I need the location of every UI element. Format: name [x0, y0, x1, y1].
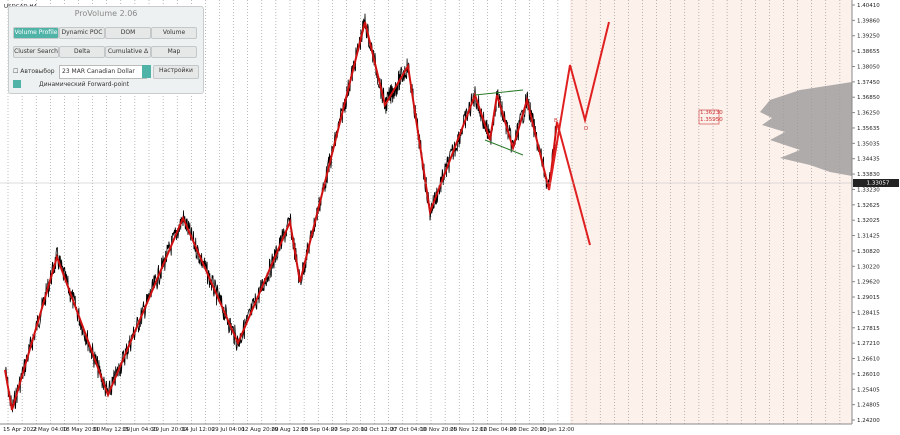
time-label: 15 Jun 04:00	[122, 427, 157, 433]
price-label: 1.29015	[857, 295, 880, 301]
tool-button[interactable]: Volume	[151, 27, 197, 39]
price-label: 1.26610	[857, 357, 880, 363]
price-label: 1.26010	[857, 372, 880, 378]
time-label: 25 Nov 12:00	[450, 427, 488, 433]
price-label: 1.35635	[857, 126, 880, 132]
tool-button[interactable]: DOM	[105, 27, 151, 39]
price-label: 1.38050	[857, 64, 880, 70]
time-label: 29 Jul 04:00	[212, 427, 245, 433]
price-label: 1.36250	[857, 111, 880, 117]
price-label: 1.38655	[857, 49, 880, 55]
time-label: 29 Aug 12:00	[271, 427, 309, 433]
tool-button[interactable]: Dynamic POC	[59, 27, 105, 39]
time-label: 29 Jun 20:00	[152, 427, 187, 433]
zigzag	[4, 21, 558, 411]
time-label: 12 Dec 04:00	[480, 427, 517, 433]
volume-profile	[760, 82, 852, 176]
time-label: 2 May 04:00	[33, 427, 68, 433]
dropdown-arrow[interactable]	[142, 65, 151, 78]
price-label: 1.34435	[857, 157, 880, 163]
price-label: 1.32025	[857, 218, 880, 224]
current-price: 1.33057	[867, 181, 890, 187]
forecast-down	[556, 121, 591, 246]
tool-button[interactable]: Delta	[59, 46, 105, 58]
wave-label: B	[554, 118, 558, 124]
profile-label: 1.36230	[700, 110, 723, 116]
triangle-bottom	[484, 139, 524, 156]
price-label: 1.30220	[857, 264, 880, 270]
time-label: 31 May 12:00	[92, 427, 130, 433]
forward-point-label: Динамический Forward-point	[39, 81, 130, 88]
profile-box	[698, 109, 720, 125]
time-label: 10 Jan 12:00	[539, 427, 574, 433]
auto-select-label: Автовыбор	[20, 68, 55, 75]
time-label: 13 Sep 04:00	[301, 427, 338, 433]
checkbox[interactable]	[13, 80, 21, 88]
price-label: 1.33830	[857, 172, 880, 178]
price-line	[4, 13, 557, 413]
time-label: 27 Sep 20:00	[331, 427, 368, 433]
wave-label: D	[584, 126, 588, 132]
panel-title: ProVolume 2.06	[74, 9, 138, 18]
price-label: 1.25405	[857, 387, 880, 393]
price-label: 1.28415	[857, 310, 880, 316]
price-label: 1.30820	[857, 249, 880, 255]
tool-button[interactable]: Volume Profile	[13, 27, 59, 39]
time-label: 15 Apr 2022	[3, 427, 37, 433]
time-label: 12 Aug 20:00	[241, 427, 279, 433]
triangle-top	[474, 89, 524, 96]
price-label: 1.35035	[857, 141, 880, 147]
time-label: 27 Oct 04:00	[390, 427, 426, 433]
time-label: 12 Oct 12:00	[361, 427, 397, 433]
price-label: 1.31425	[857, 234, 880, 240]
profile-label: 1.35950	[700, 117, 723, 123]
price-label: 1.39860	[857, 18, 880, 24]
settings-button[interactable]: Настройки	[153, 65, 199, 79]
price-label: 1.37450	[857, 80, 880, 86]
price-axis: 1.40410 1.39860 1.39250 1.38655 1.38050 1.374…	[852, 3, 880, 424]
price-label: 1.29620	[857, 280, 880, 286]
time-label: 18 May 20:00	[63, 427, 101, 433]
price-label: 1.36850	[857, 95, 880, 101]
tool-button[interactable]: Map	[151, 46, 197, 58]
price-label: 1.40410	[857, 3, 880, 9]
auto-select[interactable]: ☐ Автовыбор	[13, 68, 55, 75]
price-label: 1.24200	[857, 418, 880, 424]
time-label: 26 Dec 20:00	[510, 427, 547, 433]
price-label: 1.32625	[857, 203, 880, 209]
tool-button[interactable]: Cluster Search	[13, 46, 59, 58]
forecast-area	[570, 0, 852, 424]
price-label: 1.24805	[857, 403, 880, 409]
price-label: 1.39250	[857, 34, 880, 40]
contract-select[interactable]: 23 MAR Canadian Dollar	[59, 65, 147, 79]
provolume-panel: ProVolume 2.06 Volume Profile Dynamic PO…	[8, 6, 204, 94]
time-label: 10 Nov 20:00	[420, 427, 458, 433]
price-label: 1.27210	[857, 341, 880, 347]
price-label: 1.33230	[857, 187, 880, 193]
price-label: 1.27815	[857, 326, 880, 332]
time-label: 14 Jul 12:00	[182, 427, 215, 433]
current-price-box	[853, 179, 899, 187]
tool-button[interactable]: Cumulative Δ	[105, 46, 151, 58]
